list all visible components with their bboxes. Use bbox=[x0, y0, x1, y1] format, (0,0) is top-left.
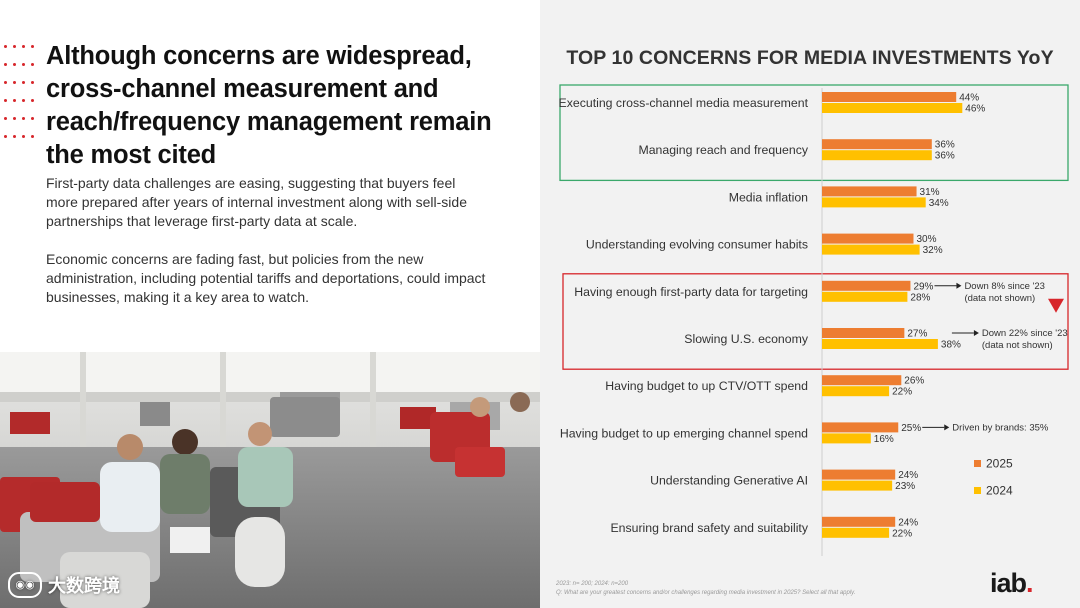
data-label-2024: 22% bbox=[892, 387, 912, 398]
body-paragraph-economy: Economic concerns are fading fast, but p… bbox=[46, 251, 486, 305]
logo-text: iab bbox=[990, 568, 1027, 598]
data-label-2025: 24% bbox=[898, 517, 918, 528]
annotation-text: (data not shown) bbox=[964, 293, 1035, 304]
dot-pattern-decoration bbox=[4, 42, 38, 142]
bar-2025 bbox=[822, 139, 932, 150]
office-meeting-photo bbox=[0, 352, 540, 608]
logo-dot: . bbox=[1026, 568, 1033, 598]
data-label-2024: 32% bbox=[923, 245, 943, 256]
right-panel: TOP 10 CONCERNS FOR MEDIA INVESTMENTS Yo… bbox=[540, 0, 1080, 608]
highlight-box-green bbox=[559, 84, 1069, 182]
bar-2025 bbox=[822, 375, 902, 386]
category-label: Executing cross-channel media measuremen… bbox=[559, 96, 809, 110]
bar-2025 bbox=[822, 516, 896, 527]
annotation-text: Driven by brands: 35% bbox=[952, 422, 1049, 433]
body-paragraph-first-party: First-party data challenges are easing, … bbox=[46, 175, 467, 229]
bar-2024 bbox=[822, 291, 908, 302]
bar-2025 bbox=[822, 328, 905, 338]
data-label-2025: 26% bbox=[904, 376, 924, 387]
category-label: Having enough first-party data for targe… bbox=[574, 285, 808, 299]
data-label-2025: 29% bbox=[913, 281, 933, 292]
bar-2024 bbox=[822, 527, 890, 538]
left-panel: Although concerns are widespread, cross-… bbox=[0, 42, 540, 608]
annotation-arrowhead bbox=[973, 330, 979, 336]
category-label: Slowing U.S. economy bbox=[684, 332, 809, 346]
annotation-arrowhead bbox=[944, 424, 950, 431]
watermark-text: 大数跨境 bbox=[48, 576, 120, 596]
data-label-2025: 44% bbox=[959, 93, 979, 104]
bar-2024 bbox=[822, 150, 932, 161]
bar-2024 bbox=[822, 386, 890, 397]
data-label-2024: 46% bbox=[965, 104, 985, 115]
bar-2024 bbox=[822, 480, 893, 491]
iab-logo: iab. bbox=[990, 568, 1033, 599]
concerns-bar-chart: Executing cross-channel media measuremen… bbox=[559, 84, 1069, 556]
highlight-box-red bbox=[562, 273, 1069, 370]
category-label: Ensuring brand safety and suitability bbox=[610, 521, 808, 535]
bar-2024 bbox=[822, 197, 926, 208]
down-triangle-icon bbox=[1048, 298, 1064, 313]
data-label-2024: 16% bbox=[874, 434, 894, 445]
bar-2024 bbox=[822, 339, 938, 349]
category-label: Having budget to up CTV/OTT spend bbox=[605, 379, 808, 393]
bar-2025 bbox=[822, 422, 899, 433]
watermark-logo-icon: ◉◉ bbox=[8, 572, 42, 598]
data-label-2024: 23% bbox=[895, 481, 915, 492]
data-label-2024: 22% bbox=[892, 528, 912, 539]
data-label-2025: 30% bbox=[917, 234, 937, 245]
slide-headline: Although concerns are widespread, cross-… bbox=[46, 42, 492, 169]
bar-2025 bbox=[822, 186, 917, 197]
bar-2025 bbox=[822, 92, 957, 102]
category-label: Media inflation bbox=[729, 190, 808, 204]
legend-label-2025: 2025 bbox=[986, 457, 1013, 471]
legend-swatch-2024 bbox=[974, 487, 981, 494]
bar-2025 bbox=[822, 469, 896, 480]
legend-label-2024: 2024 bbox=[986, 484, 1013, 498]
data-label-2025: 25% bbox=[901, 423, 921, 434]
category-label: Understanding evolving consumer habits bbox=[586, 238, 808, 252]
bar-2024 bbox=[822, 433, 871, 444]
data-label-2024: 36% bbox=[935, 151, 955, 162]
footnote-question: Q: What are your greatest concerns and/o… bbox=[556, 590, 856, 596]
category-label: Having budget to up emerging channel spe… bbox=[560, 426, 808, 440]
bar-2024 bbox=[822, 103, 963, 113]
chart-title: TOP 10 CONCERNS FOR MEDIA INVESTMENTS Yo… bbox=[566, 47, 1054, 69]
annotation-arrowhead bbox=[956, 282, 962, 289]
footnote: 2023: n= 200; 2024: n=200 Q: What are yo… bbox=[556, 580, 976, 598]
data-label-2024: 38% bbox=[941, 340, 961, 351]
annotation-text: Down 8% since '23 bbox=[964, 281, 1044, 292]
footnote-sample-size: 2023: n= 200; 2024: n=200 bbox=[556, 581, 629, 587]
bar-2024 bbox=[822, 244, 920, 255]
bar-2025 bbox=[822, 233, 914, 244]
data-label-2025: 24% bbox=[898, 470, 918, 481]
bar-2025 bbox=[822, 280, 911, 291]
data-label-2025: 36% bbox=[935, 140, 955, 151]
category-label: Understanding Generative AI bbox=[650, 474, 808, 488]
annotation-text: (data not shown) bbox=[982, 340, 1053, 351]
data-label-2025: 31% bbox=[920, 187, 940, 198]
data-label-2024: 28% bbox=[910, 292, 930, 303]
data-label-2024: 34% bbox=[929, 198, 949, 209]
annotation-text: Down 22% since '23 bbox=[982, 328, 1068, 339]
watermark: ◉◉ 大数跨境 bbox=[8, 572, 120, 598]
category-label: Managing reach and frequency bbox=[638, 143, 808, 157]
legend-swatch-2025 bbox=[974, 460, 981, 467]
data-label-2025: 27% bbox=[907, 329, 927, 340]
